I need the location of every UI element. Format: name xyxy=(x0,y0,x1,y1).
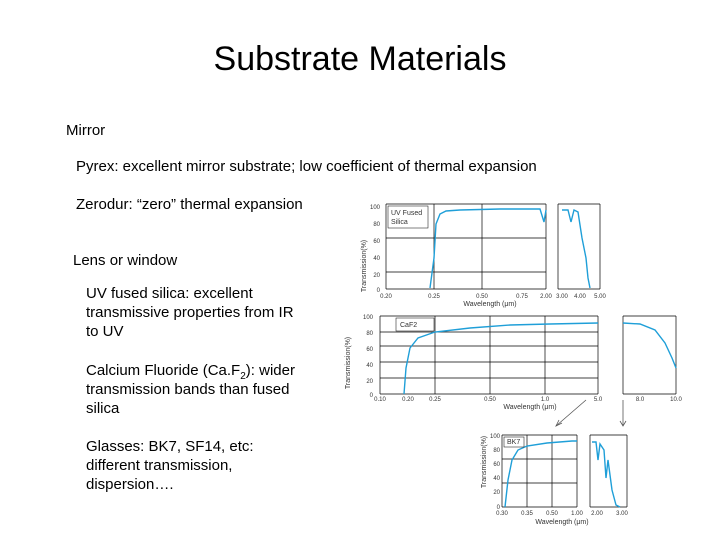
caf2-xtick: 0.25 xyxy=(429,397,441,403)
bk7-legend: BK7 xyxy=(507,439,520,446)
caf2-ylabel: Transmission(%) xyxy=(345,337,352,389)
caf2-xtick: 1.0 xyxy=(541,397,550,403)
uv-ytick: 100 xyxy=(370,205,381,211)
caf2-xtick: 10.0 xyxy=(670,397,682,403)
caf2-xlabel: Wavelength (μm) xyxy=(503,404,556,411)
uv-xtick: 4.00 xyxy=(574,294,586,300)
caf2-ytick: 0 xyxy=(370,393,374,399)
caf2-ytick: 20 xyxy=(366,379,373,385)
lens-heading: Lens or window xyxy=(73,252,178,269)
uv-xtick: 5.00 xyxy=(594,294,606,300)
uv-xlabel: Wavelength (μm) xyxy=(463,301,516,308)
uv-xticks: 0.20 0.25 0.50 0.75 2.00 3.00 4.00 5.00 xyxy=(380,294,606,300)
connector-arrow xyxy=(555,399,587,427)
bk7-legend-box xyxy=(503,436,525,448)
caf2-ytick: 80 xyxy=(366,331,373,337)
bk7-grid xyxy=(501,434,628,508)
uv-ytick: 80 xyxy=(373,222,380,228)
uv-ir-curve xyxy=(562,208,591,289)
caf2-xtick: 0.50 xyxy=(484,397,496,403)
bk7-yticks: 100 80 60 40 20 0 xyxy=(490,434,501,511)
uv-yticks: 100 80 60 40 20 0 xyxy=(370,205,381,294)
caf2-xtick: 0.10 xyxy=(374,397,386,403)
bk7-ylabel: Transmission(%) xyxy=(481,436,488,488)
caf2-xticks: 0.10 0.20 0.25 0.50 1.0 5.0 8.0 10.0 xyxy=(374,397,682,403)
uv-ytick: 0 xyxy=(377,288,381,294)
bk7-chart: Transmission(%) 100 80 60 40 20 0 BK7 0.… xyxy=(481,434,628,526)
bk7-transmission-curve xyxy=(504,440,577,508)
bk7-xtick: 3.00 xyxy=(616,511,628,517)
caf2-transmission-curve xyxy=(403,322,599,395)
mirror-heading: Mirror xyxy=(66,122,106,139)
caf2-legend: CaF2 xyxy=(400,322,417,329)
bk7-ytick: 40 xyxy=(493,476,500,482)
connector-arrowhead xyxy=(619,420,627,427)
bk7-ytick: 20 xyxy=(493,490,500,496)
pyrex-text: Pyrex: excellent mirror substrate; low c… xyxy=(76,158,537,175)
caf2-ytick: 100 xyxy=(363,315,374,321)
bk7-ytick: 60 xyxy=(493,462,500,468)
caf2-xtick: 5.0 xyxy=(594,397,603,403)
calcium-fluoride-text: Calcium Fluoride (Ca.F2): wider transmis… xyxy=(86,362,295,417)
uv-xtick: 0.75 xyxy=(516,294,528,300)
uv-xtick: 3.00 xyxy=(556,294,568,300)
uv-fused-silica-text: UV fused silica: excellent transmissive … xyxy=(86,285,294,340)
uv-ytick: 20 xyxy=(373,273,380,279)
bk7-ytick: 0 xyxy=(497,505,501,511)
bk7-xticks: 0.30 0.35 0.50 1.00 2.00 3.00 xyxy=(496,511,628,517)
uv-transmission-curve xyxy=(429,208,547,289)
uv-xtick: 0.25 xyxy=(428,294,440,300)
caf2-legend-box xyxy=(395,317,435,332)
uv-xtick: 0.20 xyxy=(380,294,392,300)
slide-title: Substrate Materials xyxy=(213,40,507,78)
bk7-ytick: 80 xyxy=(493,448,500,454)
uv-ylabel: Transmission(%) xyxy=(361,240,368,292)
bk7-xtick: 1.00 xyxy=(571,511,583,517)
caf2-grid xyxy=(379,315,677,395)
bk7-xtick: 0.50 xyxy=(546,511,558,517)
uv-ytick: 60 xyxy=(373,239,380,245)
caf2-ytick: 60 xyxy=(366,347,373,353)
uv-grid xyxy=(385,203,601,290)
caf2-ir-curve xyxy=(622,322,677,369)
caf2-chart: Transmission(%) 100 80 60 40 20 0 CaF2 0… xyxy=(345,315,682,427)
caf2-yticks: 100 80 60 40 20 0 xyxy=(363,315,374,399)
zerodur-text: Zerodur: “zero” thermal expansion xyxy=(76,196,303,213)
uv-legend: UV Fused Silica xyxy=(391,210,422,226)
caf2-xtick: 0.20 xyxy=(402,397,414,403)
bk7-ir-curve xyxy=(592,441,621,508)
glasses-text: Glasses: BK7, SF14, etc: different trans… xyxy=(86,438,254,493)
bk7-xtick: 0.30 xyxy=(496,511,508,517)
bk7-xtick: 0.35 xyxy=(521,511,533,517)
caf2-ytick: 40 xyxy=(366,363,373,369)
uv-xtick: 0.50 xyxy=(476,294,488,300)
bk7-xtick: 2.00 xyxy=(591,511,603,517)
uv-legend-box xyxy=(387,205,429,229)
bk7-ytick: 100 xyxy=(490,434,501,440)
bk7-xlabel: Wavelength (μm) xyxy=(535,519,588,526)
uv-xtick: 2.00 xyxy=(540,294,552,300)
caf2-xtick: 8.0 xyxy=(636,397,645,403)
uv-fused-silica-chart: Transmission(%) 100 80 60 40 20 0 UV Fus… xyxy=(361,203,606,308)
uv-ytick: 40 xyxy=(373,256,380,262)
connector-arrowhead xyxy=(555,419,563,427)
